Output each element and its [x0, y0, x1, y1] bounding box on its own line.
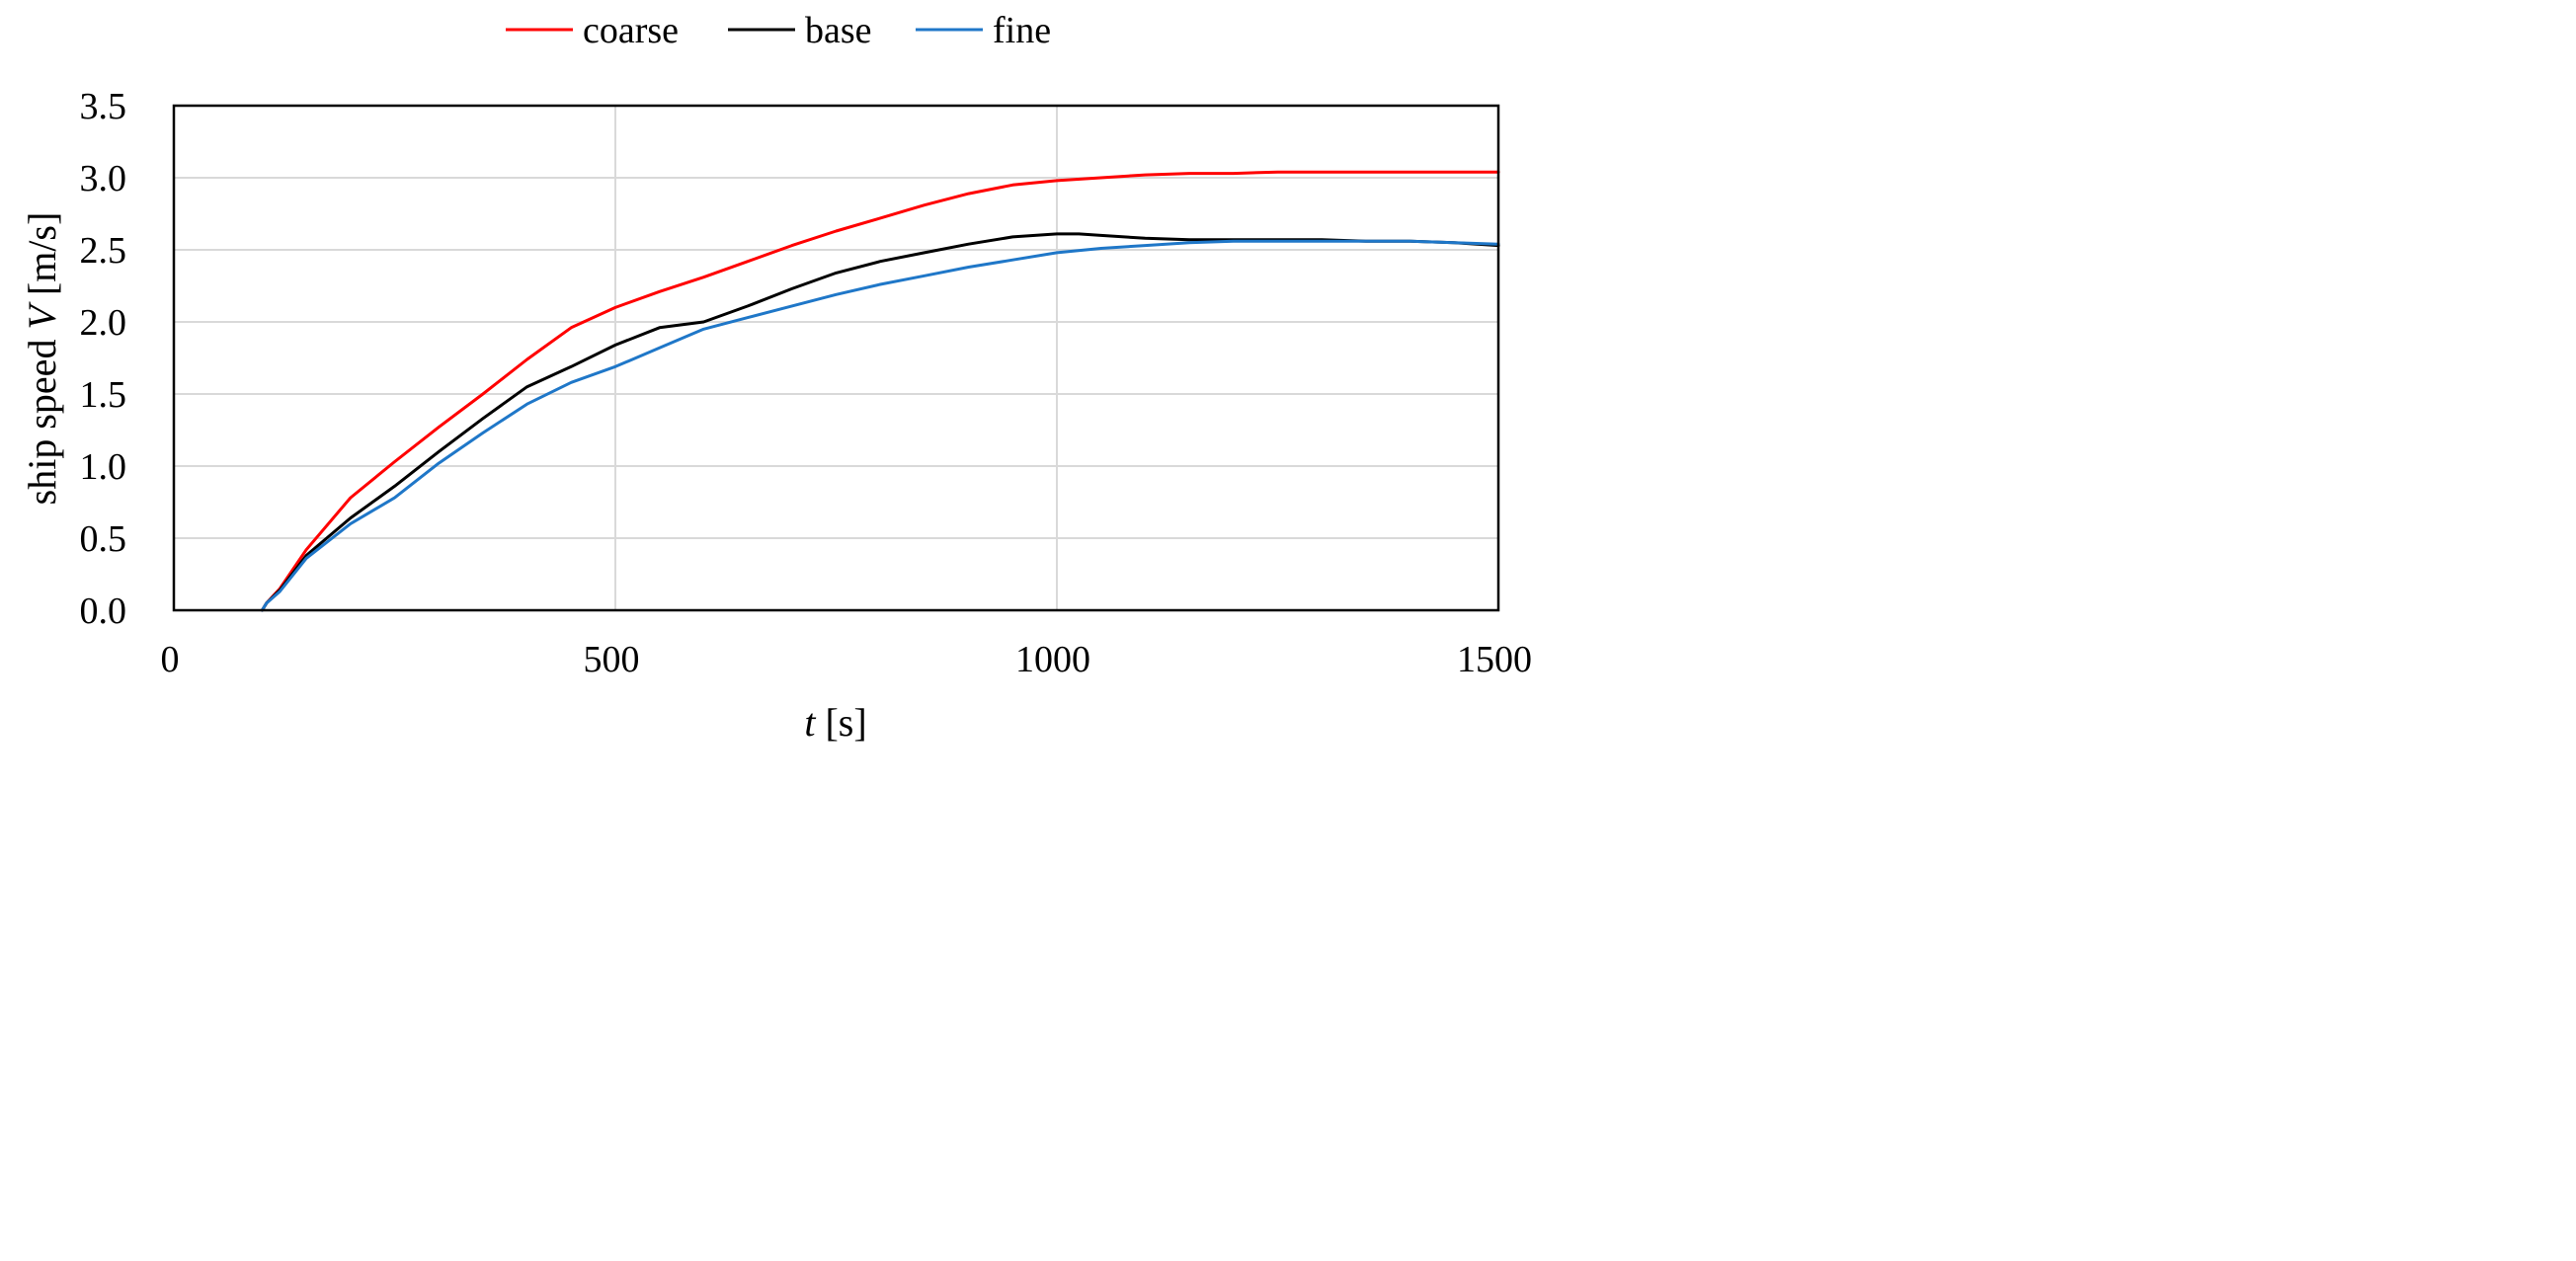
y-tick-labels: 0.0 0.5 1.0 1.5 2.0 2.5 3.0 3.5: [80, 86, 127, 632]
plot-area-frame: [172, 104, 1500, 612]
x-tick-labels: 0 500 1000 1500: [161, 639, 1533, 680]
y-axis-title-prefix: ship speed: [20, 330, 64, 506]
x-axis-title-italic: t: [804, 700, 816, 745]
series-line-coarse: [260, 170, 1500, 612]
legend: coarse base fine: [506, 10, 1051, 51]
x-tick-label: 1000: [1015, 639, 1090, 680]
x-axis-title-rest: [s]: [815, 700, 866, 745]
grid-lines: [174, 106, 1498, 610]
legend-label-fine: fine: [993, 10, 1051, 51]
x-tick-label: 1500: [1457, 639, 1532, 680]
y-tick-label: 2.5: [80, 230, 127, 272]
y-tick-label: 1.5: [80, 374, 127, 416]
series-line-fine: [260, 239, 1500, 612]
x-tick-label: 500: [584, 639, 640, 680]
y-tick-label: 0.0: [80, 591, 127, 632]
y-tick-label: 0.5: [80, 518, 127, 560]
speed-chart: coarse base fine 0.00.51.01.52.02.53.03.5 …: [20, 10, 1533, 745]
y-tick-label: 1.0: [80, 446, 127, 488]
y-tick-label: 3.0: [80, 158, 127, 199]
x-tick-label: 0: [161, 639, 180, 680]
y-axis-title-italic: V: [20, 301, 64, 330]
y-axis-title-suffix: [m/s]: [20, 212, 64, 305]
series-group: [260, 170, 1500, 612]
y-tick-label: 3.5: [80, 86, 127, 127]
y-tick-label: 2.0: [80, 302, 127, 344]
y-axis-title: ship speed V [m/s]: [20, 212, 64, 506]
x-axis-title: t [s]: [804, 700, 866, 745]
legend-label-base: base: [805, 10, 872, 51]
legend-label-coarse: coarse: [583, 10, 679, 51]
